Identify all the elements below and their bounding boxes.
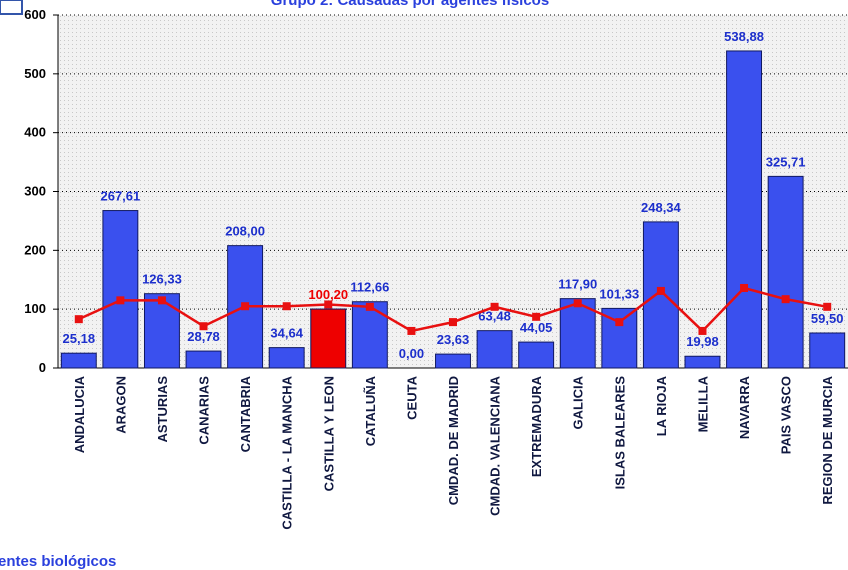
line-marker (615, 318, 624, 327)
chart-title: Grupo 2: Causadas por agentes físicos (271, 0, 549, 9)
line-marker (532, 312, 541, 321)
bar (684, 355, 721, 369)
line-marker (823, 302, 832, 311)
data-label: 126,33 (142, 272, 182, 287)
data-label: 101,33 (599, 286, 639, 301)
data-label: 267,61 (100, 189, 140, 204)
bar (476, 330, 513, 369)
data-label: 538,88 (724, 29, 764, 44)
x-tick-label: REGION DE MURCIA (820, 375, 835, 504)
x-tick-label: CASTILLA - LA MANCHA (280, 375, 295, 529)
data-label: 248,34 (641, 200, 682, 215)
line-marker (781, 295, 790, 304)
corner-icon (0, 0, 23, 15)
line-marker (199, 322, 208, 331)
data-label: 100,20 (308, 287, 348, 302)
bar (518, 341, 555, 369)
x-tick-label: CEUTA (404, 375, 419, 419)
bar (435, 353, 471, 369)
data-label: 325,71 (766, 154, 806, 169)
x-tick-label: CASTILLA Y LEON (321, 376, 336, 491)
y-tick-label: 300 (24, 184, 46, 199)
line-marker (698, 326, 707, 335)
data-label: 0,00 (399, 346, 424, 361)
line-marker (74, 315, 83, 324)
x-tick-label: MELILLA (695, 375, 710, 432)
line-marker (490, 302, 499, 311)
line-marker (324, 300, 333, 309)
line-marker (407, 326, 416, 335)
x-tick-label: CMDAD. DE MADRID (446, 376, 461, 505)
data-label: 23,63 (437, 332, 470, 347)
y-tick-label: 600 (24, 7, 46, 22)
bar (767, 175, 804, 369)
bar (351, 301, 388, 369)
data-label: 25,18 (63, 331, 96, 346)
x-tick-label: LA RIOJA (654, 375, 669, 436)
line-marker (365, 302, 374, 311)
line-marker (573, 299, 582, 308)
bar (310, 308, 347, 369)
line-marker (116, 296, 125, 305)
line-marker (241, 302, 250, 311)
bar (726, 50, 763, 369)
data-label: 63,48 (478, 309, 511, 324)
line-marker (656, 286, 665, 295)
bar (143, 293, 180, 369)
data-label: 208,00 (225, 224, 265, 239)
annotation: entes biológicos (0, 553, 116, 570)
x-tick-label: GALICIA (571, 375, 586, 429)
x-tick-label: CATALUÑA (363, 375, 378, 446)
x-tick-label: CANTABRIA (238, 375, 253, 452)
x-tick-label: NAVARRA (737, 375, 752, 439)
data-label: 19,98 (686, 334, 719, 349)
y-tick-label: 0 (39, 360, 46, 375)
bar (268, 347, 305, 369)
line-marker (740, 283, 749, 292)
x-tick-label: ISLAS BALEARES (612, 376, 627, 490)
x-tick-label: PAIS VASCO (779, 376, 794, 454)
bar (102, 210, 139, 369)
line-marker (282, 302, 291, 311)
x-tick-label: CMDAD. VALENCIANA (488, 375, 503, 515)
data-label: 44,05 (520, 320, 553, 335)
x-tick-label: EXTREMADURA (529, 375, 544, 477)
line-marker (449, 318, 457, 327)
x-tick-label: CANARIAS (197, 376, 212, 445)
bar (642, 221, 679, 369)
bar (60, 352, 97, 369)
y-tick-label: 400 (24, 125, 46, 140)
x-tick-label: ARAGON (113, 376, 128, 434)
line-marker (157, 296, 166, 305)
data-label: 112,66 (350, 280, 389, 295)
x-tick-label: ASTURIAS (155, 376, 170, 443)
plot-area (58, 15, 848, 368)
data-label: 34,64 (270, 326, 303, 341)
bar (559, 298, 596, 369)
x-tick-label: ANDALUCIA (72, 375, 87, 453)
y-tick-label: 100 (24, 301, 46, 316)
data-label: 59,50 (811, 311, 844, 326)
y-tick-label: 500 (24, 66, 46, 81)
y-tick-label: 200 (24, 242, 46, 257)
bar (809, 332, 846, 369)
bar (185, 350, 222, 369)
data-label: 28,78 (187, 329, 220, 344)
data-label: 117,90 (558, 277, 597, 292)
